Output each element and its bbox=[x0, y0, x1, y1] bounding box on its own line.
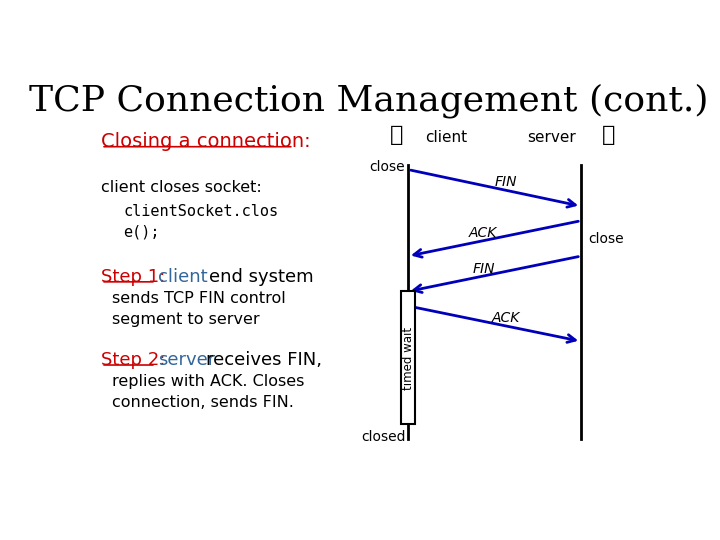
Text: Closing a connection:: Closing a connection: bbox=[101, 132, 311, 151]
Text: ACK: ACK bbox=[492, 312, 520, 326]
Text: replies with ACK. Closes: replies with ACK. Closes bbox=[112, 374, 305, 389]
Text: FIN: FIN bbox=[495, 175, 517, 189]
Text: timed wait: timed wait bbox=[402, 326, 415, 389]
Text: Step 1:: Step 1: bbox=[101, 268, 166, 286]
Text: client: client bbox=[158, 268, 207, 286]
Text: receives FIN,: receives FIN, bbox=[206, 351, 322, 369]
Text: client: client bbox=[425, 130, 467, 145]
Text: Step 2:: Step 2: bbox=[101, 351, 166, 369]
Text: TCP Connection Management (cont.): TCP Connection Management (cont.) bbox=[30, 84, 708, 118]
Text: closed: closed bbox=[361, 430, 405, 444]
Text: 🖥: 🖥 bbox=[602, 125, 616, 145]
Text: clientSocket.clos: clientSocket.clos bbox=[124, 204, 279, 219]
Text: sends TCP FIN control: sends TCP FIN control bbox=[112, 291, 286, 306]
Text: close: close bbox=[588, 232, 624, 246]
Text: FIN: FIN bbox=[472, 261, 495, 275]
Text: segment to server: segment to server bbox=[112, 312, 260, 327]
Text: e();: e(); bbox=[124, 225, 160, 239]
Text: server: server bbox=[158, 351, 215, 369]
Text: connection, sends FIN.: connection, sends FIN. bbox=[112, 395, 294, 410]
Bar bbox=[401, 292, 415, 424]
Text: close: close bbox=[369, 160, 405, 174]
Text: end system: end system bbox=[209, 268, 313, 286]
Text: 🖥: 🖥 bbox=[390, 125, 404, 145]
Text: server: server bbox=[527, 130, 575, 145]
Text: ACK: ACK bbox=[469, 226, 498, 240]
Text: client closes socket:: client closes socket: bbox=[101, 180, 262, 195]
